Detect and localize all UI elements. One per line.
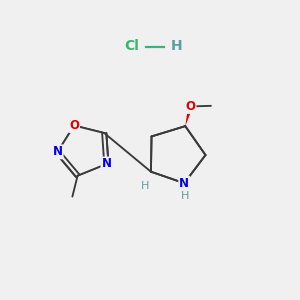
Text: N: N	[101, 158, 111, 170]
Polygon shape	[185, 106, 193, 126]
Polygon shape	[151, 126, 206, 183]
Text: O: O	[69, 119, 79, 132]
Polygon shape	[58, 125, 106, 176]
Text: H: H	[141, 181, 149, 191]
Text: Cl: Cl	[124, 40, 140, 53]
Text: H: H	[181, 191, 189, 201]
Text: H: H	[171, 40, 183, 53]
Text: N: N	[179, 177, 189, 190]
Text: N: N	[53, 145, 63, 158]
Text: O: O	[185, 100, 196, 113]
